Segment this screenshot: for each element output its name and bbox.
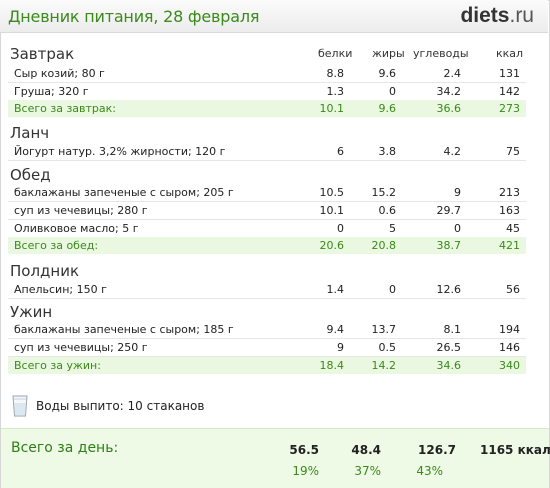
carbs-value: 9 <box>454 186 461 199</box>
protein-value: 1.3 <box>326 85 345 98</box>
table-row[interactable]: Сыр козий; 80 г 8.8 9.6 2.4 131 <box>8 65 526 83</box>
kcal-value: 142 <box>499 85 520 98</box>
total-label: Всего за обед: <box>14 239 99 252</box>
col-protein-header: белки <box>318 47 353 60</box>
table-row[interactable]: баклажаны запеченые с сыром; 185 г 9.4 1… <box>8 321 526 339</box>
fat-total: 9.6 <box>378 102 397 115</box>
kcal-total: 273 <box>499 102 520 115</box>
carbs-value: 34.2 <box>436 85 462 98</box>
kcal-value: 146 <box>499 341 520 354</box>
fat-value: 0 <box>389 85 396 98</box>
water-text: Воды выпито: 10 стаканов <box>36 399 205 413</box>
carbs-total: 38.7 <box>436 239 462 252</box>
table-row[interactable]: суп из чечевицы; 280 г 10.1 0.6 29.7 163 <box>8 202 526 220</box>
fat-value: 3.8 <box>378 145 397 158</box>
col-fat-header: жиры <box>372 47 405 60</box>
food-name: баклажаны запеченые с сыром; 205 г <box>14 186 234 199</box>
table-row[interactable]: Йогурт натур. 3,2% жирности; 120 г 6 3.8… <box>8 143 526 161</box>
food-name: суп из чечевицы; 280 г <box>14 204 148 217</box>
protein-value: 9.4 <box>326 323 345 336</box>
kcal-value: 75 <box>506 145 520 158</box>
fat-total: 20.8 <box>371 239 397 252</box>
food-name: Апельсин; 150 г <box>14 283 107 296</box>
kcal-value: 131 <box>499 67 520 80</box>
food-name: Оливковое масло; 5 г <box>14 222 139 235</box>
food-name: баклажаны запеченые с сыром; 185 г <box>14 323 234 336</box>
day-kcal-total: 1165 ккал <box>480 443 550 457</box>
carbs-value: 8.1 <box>443 323 462 336</box>
supper-total-row: Всего за ужин: 18.4 14.2 34.6 340 <box>8 357 526 374</box>
kcal-total: 340 <box>499 359 520 372</box>
fat-value: 0 <box>389 283 396 296</box>
fat-value: 0.6 <box>378 204 397 217</box>
day-carbs-percent: 43% <box>416 464 443 478</box>
protein-value: 6 <box>337 145 344 158</box>
breakfast-total-row: Всего за завтрак: 10.1 9.6 36.6 273 <box>8 100 526 117</box>
carbs-value: 0 <box>454 222 461 235</box>
protein-value: 9 <box>337 341 344 354</box>
protein-value: 8.8 <box>326 67 345 80</box>
kcal-value: 213 <box>499 186 520 199</box>
carbs-value: 4.2 <box>443 145 462 158</box>
carbs-total: 36.6 <box>436 102 462 115</box>
day-fat-percent: 37% <box>354 464 381 478</box>
kcal-value: 163 <box>499 204 520 217</box>
protein-value: 10.1 <box>319 204 345 217</box>
food-name: Груша; 320 г <box>14 85 89 98</box>
table-row[interactable]: Груша; 320 г 1.3 0 34.2 142 <box>8 83 526 101</box>
fat-value: 9.6 <box>378 67 397 80</box>
protein-value: 1.4 <box>326 283 345 296</box>
table-row[interactable]: Оливковое масло; 5 г 0 5 0 45 <box>8 220 526 238</box>
day-carbs-total: 126.7 <box>418 443 456 457</box>
total-label: Всего за завтрак: <box>14 102 117 115</box>
protein-total: 18.4 <box>319 359 345 372</box>
obed-total-row: Всего за обед: 20.6 20.8 38.7 421 <box>8 237 526 254</box>
kcal-value: 45 <box>506 222 520 235</box>
fat-value: 13.7 <box>371 323 397 336</box>
kcal-value: 56 <box>506 283 520 296</box>
day-fat-total: 48.4 <box>351 443 381 457</box>
day-total-label: Всего за день: <box>11 440 119 456</box>
table-row[interactable]: баклажаны запеченые с сыром; 205 г 10.5 … <box>8 184 526 202</box>
carbs-value: 2.4 <box>443 67 462 80</box>
food-name: суп из чечевицы; 250 г <box>14 341 148 354</box>
site-logo[interactable]: diets.ru <box>460 4 534 28</box>
carbs-total: 34.6 <box>436 359 462 372</box>
section-supper-title: Ужин <box>10 303 53 321</box>
carbs-value: 26.5 <box>436 341 462 354</box>
glass-icon <box>12 395 28 417</box>
protein-total: 20.6 <box>319 239 345 252</box>
section-breakfast-title: Завтрак <box>10 45 75 63</box>
col-kcal-header: ккал <box>496 47 524 60</box>
col-carbs-header: углеводы <box>413 47 469 60</box>
section-obed-title: Обед <box>10 166 51 184</box>
protein-value: 10.5 <box>319 186 345 199</box>
carbs-value: 12.6 <box>436 283 462 296</box>
day-total-panel: Всего за день: 56.5 48.4 126.7 1165 ккал… <box>1 428 550 488</box>
logo-tld: .ru <box>509 4 534 27</box>
logo-main: diets <box>460 4 510 27</box>
section-snack-title: Полдник <box>10 262 80 280</box>
fat-value: 5 <box>389 222 396 235</box>
day-protein-percent: 19% <box>292 464 319 478</box>
protein-value: 0 <box>337 222 344 235</box>
kcal-total: 421 <box>499 239 520 252</box>
header-bar: Дневник питания, 28 февраля diets.ru <box>0 0 548 33</box>
fat-value: 15.2 <box>371 186 397 199</box>
fat-total: 14.2 <box>371 359 397 372</box>
fat-value: 0.5 <box>378 341 397 354</box>
total-label: Всего за ужин: <box>14 359 101 372</box>
table-row[interactable]: суп из чечевицы; 250 г 9 0.5 26.5 146 <box>8 339 526 357</box>
day-protein-total: 56.5 <box>289 443 319 457</box>
carbs-value: 29.7 <box>436 204 462 217</box>
food-name: Сыр козий; 80 г <box>14 67 105 80</box>
food-name: Йогурт натур. 3,2% жирности; 120 г <box>14 145 226 158</box>
section-lunch-title: Ланч <box>10 124 50 142</box>
page-title: Дневник питания, 28 февраля <box>8 7 260 26</box>
kcal-value: 194 <box>499 323 520 336</box>
protein-total: 10.1 <box>319 102 345 115</box>
table-row[interactable]: Апельсин; 150 г 1.4 0 12.6 56 <box>8 281 526 299</box>
